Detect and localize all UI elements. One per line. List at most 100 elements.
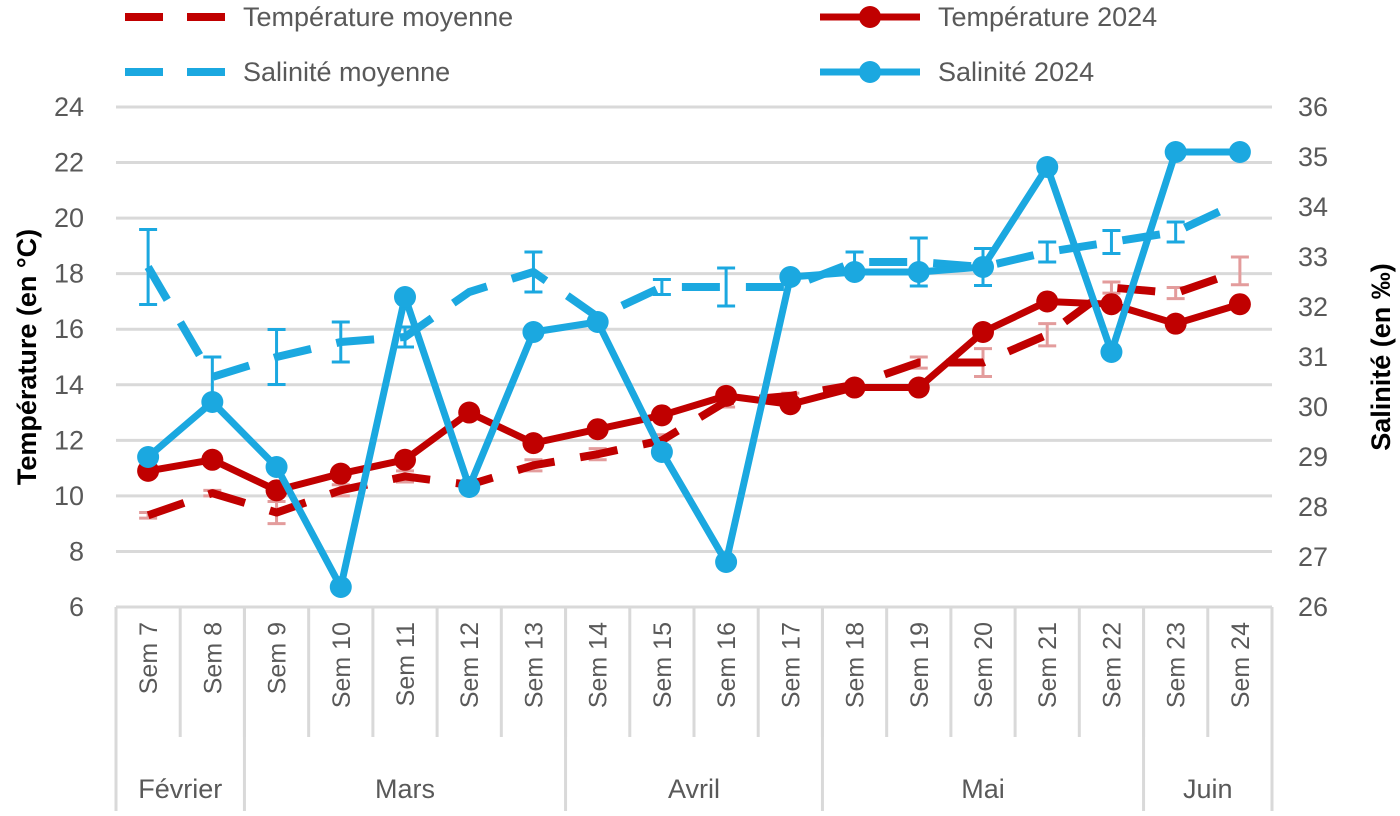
x-tick-label: Sem 13 — [520, 622, 548, 708]
data-point — [458, 476, 481, 498]
x-tick-label: Sem 22 — [1098, 622, 1126, 708]
x-tick-label: Sem 18 — [842, 622, 870, 708]
y-right-tick-label: 27 — [1298, 542, 1328, 572]
data-point — [972, 321, 994, 343]
y-right-tick-label: 28 — [1298, 492, 1328, 522]
series-0 — [139, 255, 1249, 526]
y-left-tick-label: 8 — [69, 536, 84, 566]
y-left-tick-label: 20 — [54, 203, 84, 233]
data-point — [522, 321, 545, 343]
data-point — [265, 479, 288, 502]
y-right-axis-title: Salinité (en ‰) — [1366, 263, 1396, 451]
data-point — [715, 551, 738, 573]
series-1 — [137, 290, 1251, 502]
legend-marker — [859, 61, 881, 83]
y-right-tick-label: 33 — [1298, 242, 1328, 272]
data-point — [1036, 290, 1059, 313]
y-right-tick-label: 26 — [1298, 592, 1328, 622]
y-left-tick-label: 16 — [54, 314, 84, 344]
x-tick-label: Sem 19 — [906, 622, 934, 708]
data-point — [972, 256, 994, 278]
x-tick-label: Sem 11 — [392, 622, 420, 706]
data-point — [522, 432, 545, 455]
x-tick-label: Sem 21 — [1034, 622, 1062, 708]
legend-item: Salinité moyenne — [125, 57, 450, 87]
month-label: Mai — [961, 774, 1005, 804]
data-point — [329, 576, 352, 598]
series-layer — [137, 141, 1251, 598]
y-right-tick-label: 29 — [1298, 442, 1328, 472]
y-left-tick-label: 24 — [54, 92, 84, 122]
data-point — [137, 446, 160, 468]
month-label: Avril — [668, 774, 720, 804]
legend-item: Salinité 2024 — [820, 57, 1094, 87]
data-point — [1164, 312, 1187, 335]
legend-label: Température 2024 — [938, 2, 1157, 32]
data-point — [458, 401, 481, 424]
data-point — [1164, 141, 1187, 163]
x-tick-label: Sem 14 — [585, 622, 613, 708]
legend-item: Température 2024 — [820, 2, 1157, 32]
y-right-tick-label: 36 — [1298, 92, 1328, 122]
error-bar — [1230, 255, 1249, 287]
y-left-tick-label: 6 — [69, 592, 84, 622]
data-point — [394, 448, 416, 471]
x-tick-label: Sem 15 — [649, 622, 677, 708]
month-label: Juin — [1183, 774, 1233, 804]
error-bar — [139, 228, 158, 306]
data-point — [843, 261, 866, 283]
data-point — [1100, 293, 1123, 316]
data-point — [1036, 156, 1059, 178]
y-left-axis-title: Température (en °C) — [12, 229, 42, 485]
series-3 — [137, 141, 1251, 598]
y-left-tick-label: 18 — [54, 259, 84, 289]
data-point — [650, 404, 673, 427]
data-point — [586, 418, 609, 441]
legend-label: Température moyenne — [243, 2, 513, 32]
data-point — [329, 462, 352, 485]
data-point — [779, 393, 802, 416]
error-bar — [1102, 280, 1121, 295]
data-point — [394, 286, 416, 308]
data-point — [1100, 341, 1123, 363]
axes: 6 8 10 12 14 16 18 20 22 24 26 27 28 29 30 31 32 33 34 35 36… — [54, 92, 1328, 811]
y-right-tick-label: 30 — [1298, 392, 1328, 422]
data-point — [650, 441, 673, 463]
x-tick-label: Sem 17 — [777, 622, 805, 708]
y-right-tick-label: 34 — [1298, 192, 1328, 222]
legend-label: Salinité moyenne — [243, 57, 450, 87]
x-tick-label: Sem 7 — [135, 622, 163, 694]
line-2024 — [145, 148, 1240, 591]
mean-line — [144, 198, 1242, 381]
error-bar — [1038, 240, 1057, 264]
y-right-tick-label: 31 — [1298, 342, 1328, 372]
legend: Température moyenne Température 2024 Salin… — [125, 2, 1157, 87]
data-point — [586, 311, 609, 333]
x-tick-label: Sem 16 — [713, 622, 741, 708]
data-point — [1228, 293, 1251, 316]
x-tick-label: Sem 12 — [456, 622, 484, 708]
y-left-tick-label: 10 — [54, 481, 84, 511]
x-tick-label: Sem 10 — [328, 622, 356, 708]
error-bar — [1166, 220, 1185, 244]
data-point — [265, 456, 288, 478]
data-point — [779, 266, 802, 288]
legend-marker — [859, 6, 881, 28]
x-tick-label: Sem 23 — [1163, 622, 1191, 708]
y-right-tick-label: 32 — [1298, 292, 1328, 322]
error-bar — [1102, 229, 1121, 255]
data-point — [201, 448, 224, 471]
data-point — [907, 261, 930, 283]
x-tick-label: Sem 20 — [970, 622, 998, 708]
error-bar — [717, 266, 736, 308]
data-point — [907, 376, 930, 399]
data-point — [715, 384, 738, 407]
data-point — [201, 391, 224, 413]
legend-label: Salinité 2024 — [938, 57, 1094, 87]
legend-item: Température moyenne — [125, 2, 513, 32]
y-left-tick-label: 22 — [54, 148, 84, 178]
x-tick-label: Sem 9 — [264, 622, 292, 694]
y-left-tick-label: 12 — [54, 425, 84, 455]
month-label: Février — [138, 774, 222, 804]
